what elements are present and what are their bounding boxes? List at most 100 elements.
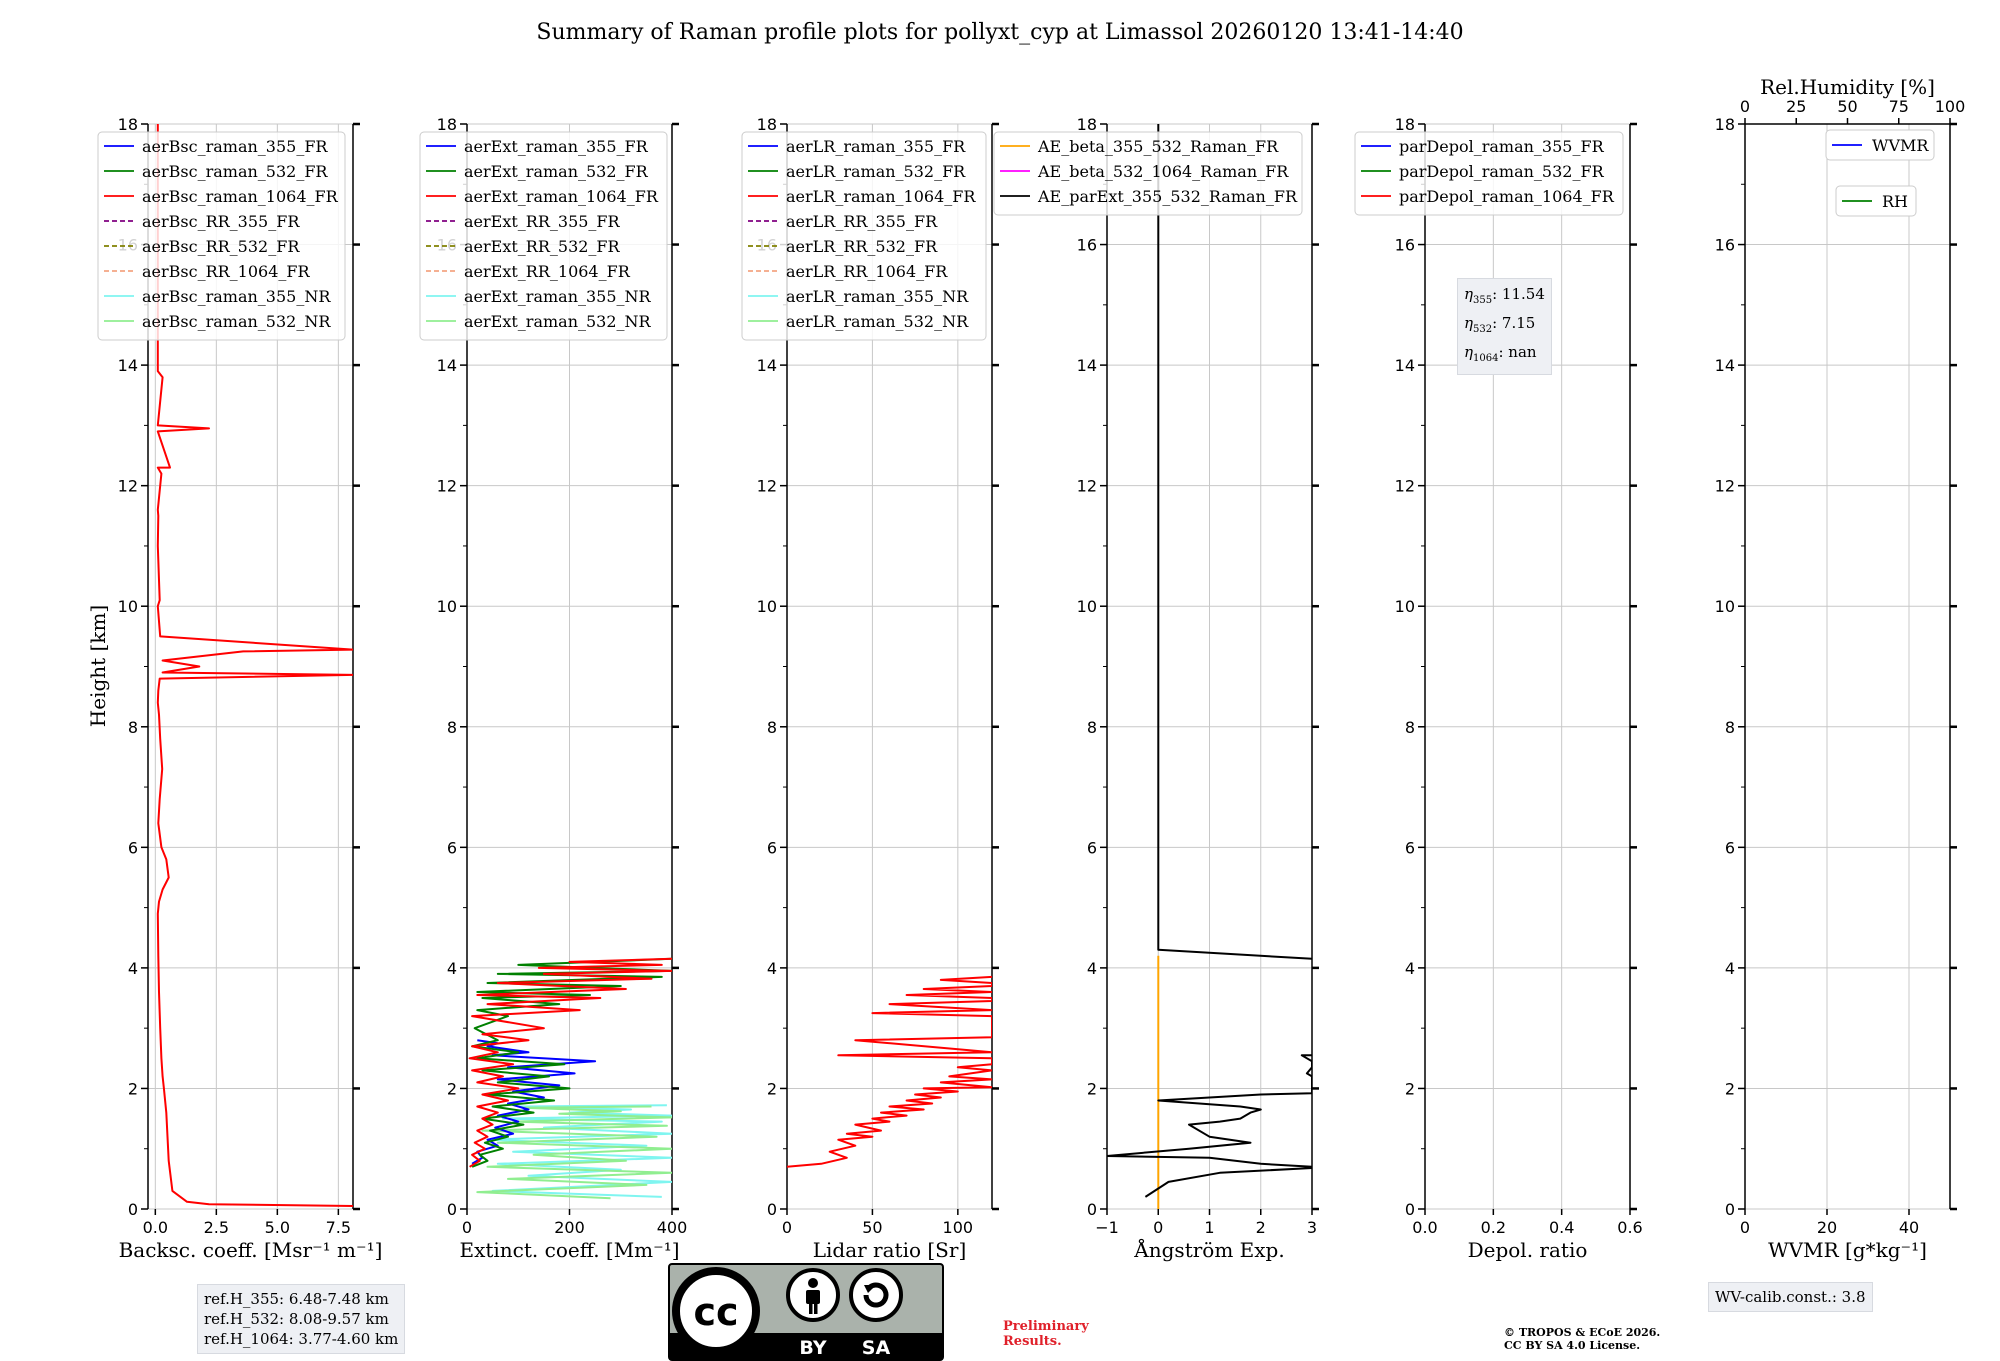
y-tick-label: 0 xyxy=(128,1200,138,1219)
legend-box xyxy=(993,131,1303,216)
y-tick-label: 4 xyxy=(1725,959,1735,978)
legend: aerBsc_raman_355_FR aerBsc_raman_532_FRae… xyxy=(97,131,346,341)
y-tick-label: 2 xyxy=(128,1079,138,1098)
legend-box xyxy=(1354,131,1624,216)
x-axis-label: Ångström Exp. xyxy=(1133,1237,1284,1262)
ref-height-box: ref.H_355: 6.48-7.48 km ref.H_532: 8.08-… xyxy=(197,1284,406,1354)
legend-label: aerLR_raman_355_FR xyxy=(786,137,966,156)
legend-label: aerBsc_RR_532_FR xyxy=(142,237,300,256)
y-tick-label: 4 xyxy=(1405,959,1415,978)
y-tick-label: 0 xyxy=(1405,1200,1415,1219)
legend-label: aerExt_raman_355_FR xyxy=(464,137,649,156)
legend-rh: RH xyxy=(1835,185,1917,217)
eta-1064: η1064: nan xyxy=(1464,343,1537,364)
legend-label: aerExt_RR_1064_FR xyxy=(464,262,631,281)
y-tick-label: 8 xyxy=(767,718,777,737)
legend: aerExt_raman_355_FR aerExt_raman_532_FRae… xyxy=(419,131,668,341)
y-tick-label: 14 xyxy=(437,356,457,375)
legend-box xyxy=(97,131,346,341)
legend-label: aerExt_raman_1064_FR xyxy=(464,187,659,206)
y-tick-label: 10 xyxy=(757,597,777,616)
x-tick-label: 0.6 xyxy=(1617,1218,1642,1237)
x-tick-label: 2.5 xyxy=(204,1218,229,1237)
badge-by-label: BY xyxy=(799,1337,826,1359)
y-tick-label: 10 xyxy=(1715,597,1735,616)
y-tick-label: 10 xyxy=(1077,597,1097,616)
cc-license-badge: cc BY SA xyxy=(668,1263,944,1361)
preliminary-line-2: Results. xyxy=(1003,1334,1062,1349)
y-tick-label: 2 xyxy=(1087,1079,1097,1098)
copyright-line-2: CC BY SA 4.0 License. xyxy=(1504,1339,1641,1352)
legend-label: parDepol_raman_355_FR xyxy=(1399,137,1605,156)
y-tick-label: 12 xyxy=(757,477,777,496)
x-tick-label: 40 xyxy=(1899,1218,1919,1237)
y-tick-label: 10 xyxy=(437,597,457,616)
x-tick-label: −1 xyxy=(1095,1218,1119,1237)
legend-label: aerLR_RR_355_FR xyxy=(786,212,938,231)
y-tick-label: 6 xyxy=(447,838,457,857)
x2-axis-label: Rel.Humidity [%] xyxy=(1760,75,1935,99)
series-line-AE_parExt_355_532_Raman_FR xyxy=(1107,1054,1312,1198)
x-axis-label: Depol. ratio xyxy=(1468,1238,1588,1262)
ref-height-355: ref.H_355: 6.48-7.48 km xyxy=(204,1290,389,1308)
eta-532: η532: 7.15 xyxy=(1464,314,1536,335)
y-tick-label: 18 xyxy=(1715,115,1735,134)
y-tick-label: 8 xyxy=(1725,718,1735,737)
x-tick-label: 5.0 xyxy=(265,1218,290,1237)
legend-box xyxy=(1825,129,1935,161)
y-tick-label: 12 xyxy=(437,477,457,496)
x-tick-label: 0 xyxy=(1740,1218,1750,1237)
y-tick-label: 2 xyxy=(767,1079,777,1098)
x2-tick-label: 75 xyxy=(1889,97,1909,116)
legend-label: aerBsc_raman_1064_FR xyxy=(142,187,339,206)
legend-label: aerLR_raman_532_NR xyxy=(786,312,969,331)
wv-calib-box: WV-calib.const.: 3.8 xyxy=(1708,1282,1873,1312)
legend-box xyxy=(1835,185,1917,217)
legend-label: WVMR xyxy=(1872,136,1929,155)
ref-height-532: ref.H_532: 8.08-9.57 km xyxy=(204,1310,389,1328)
preliminary-note: Preliminary Results. xyxy=(1003,1319,1089,1349)
x2-tick-label: 25 xyxy=(1786,97,1806,116)
legend-label: aerLR_RR_1064_FR xyxy=(786,262,948,281)
x-tick-label: 200 xyxy=(554,1218,585,1237)
x-axis-label: WVMR [g*kg⁻¹] xyxy=(1768,1238,1927,1262)
x-tick-label: 0.4 xyxy=(1549,1218,1574,1237)
legend-label: aerBsc_RR_1064_FR xyxy=(142,262,311,281)
legend-label: parDepol_raman_532_FR xyxy=(1399,162,1605,181)
eta-532-value: 7.15 xyxy=(1501,314,1536,332)
y-tick-label: 0 xyxy=(767,1200,777,1219)
y-tick-label: 8 xyxy=(1405,718,1415,737)
x2-tick-label: 0 xyxy=(1740,97,1750,116)
y-tick-label: 6 xyxy=(1725,838,1735,857)
badge-sa-label: SA xyxy=(862,1337,891,1359)
legend-label: AE_beta_355_532_Raman_FR xyxy=(1037,137,1279,156)
y-tick-label: 2 xyxy=(447,1079,457,1098)
legend: parDepol_raman_355_FR parDepol_raman_532_… xyxy=(1354,131,1624,216)
y-tick-label: 4 xyxy=(447,959,457,978)
y-tick-label: 18 xyxy=(1395,115,1415,134)
legend-label: parDepol_raman_1064_FR xyxy=(1399,187,1615,206)
y-tick-label: 0 xyxy=(447,1200,457,1219)
x-tick-label: 400 xyxy=(657,1218,688,1237)
y-tick-label: 18 xyxy=(757,115,777,134)
y-tick-label: 6 xyxy=(1405,838,1415,857)
series-line-aerLR_raman_1064_FR xyxy=(787,975,992,1168)
chart-panel-3: 024681012141618050100Lidar ratio [Sr]aer… xyxy=(741,115,999,1262)
preliminary-line-1: Preliminary xyxy=(1003,1319,1089,1334)
y-tick-label: 16 xyxy=(1395,236,1415,255)
x-tick-label: 0.0 xyxy=(1412,1218,1437,1237)
x-tick-label: 2 xyxy=(1256,1218,1266,1237)
series-line-AE_parExt_355_532_Raman_FR xyxy=(1157,124,1312,960)
x2-tick-label: 100 xyxy=(1935,97,1966,116)
eta-355: η355: 11.54 xyxy=(1464,285,1545,306)
x-tick-label: 50 xyxy=(862,1218,882,1237)
legend-label: aerExt_RR_355_FR xyxy=(464,212,621,231)
legend-label: aerExt_raman_532_FR xyxy=(464,162,649,181)
x-axis-label: Backsc. coeff. [Msr⁻¹ m⁻¹] xyxy=(119,1238,383,1262)
y-tick-label: 14 xyxy=(1715,356,1735,375)
y-tick-label: 12 xyxy=(1395,477,1415,496)
y-tick-label: 18 xyxy=(437,115,457,134)
legend-label: aerExt_raman_355_NR xyxy=(464,287,652,306)
